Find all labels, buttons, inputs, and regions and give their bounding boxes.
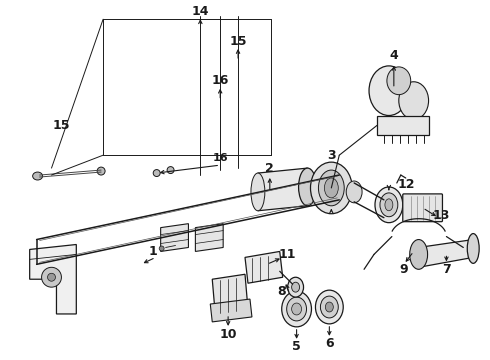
Ellipse shape bbox=[467, 234, 479, 264]
Ellipse shape bbox=[325, 302, 333, 312]
Ellipse shape bbox=[320, 296, 338, 318]
Text: 6: 6 bbox=[325, 337, 334, 350]
Circle shape bbox=[48, 273, 55, 281]
Text: 15: 15 bbox=[53, 119, 70, 132]
Text: 16: 16 bbox=[212, 153, 228, 163]
Ellipse shape bbox=[33, 172, 43, 180]
Ellipse shape bbox=[369, 66, 409, 116]
Text: 11: 11 bbox=[279, 248, 296, 261]
Ellipse shape bbox=[387, 67, 411, 95]
Ellipse shape bbox=[288, 277, 303, 297]
Ellipse shape bbox=[153, 170, 160, 176]
Polygon shape bbox=[245, 251, 283, 283]
Text: 3: 3 bbox=[327, 149, 336, 162]
Text: 8: 8 bbox=[277, 285, 286, 298]
Ellipse shape bbox=[316, 290, 343, 324]
Circle shape bbox=[159, 246, 164, 251]
Polygon shape bbox=[30, 244, 76, 314]
Ellipse shape bbox=[346, 181, 362, 203]
Ellipse shape bbox=[311, 162, 352, 214]
FancyBboxPatch shape bbox=[403, 194, 442, 222]
Ellipse shape bbox=[167, 167, 174, 174]
Text: 4: 4 bbox=[390, 49, 398, 63]
Ellipse shape bbox=[380, 193, 398, 217]
Ellipse shape bbox=[375, 187, 403, 223]
Polygon shape bbox=[196, 224, 223, 251]
Text: 13: 13 bbox=[433, 209, 450, 222]
Ellipse shape bbox=[385, 199, 393, 211]
Polygon shape bbox=[377, 116, 429, 135]
Ellipse shape bbox=[287, 297, 307, 321]
Text: 10: 10 bbox=[220, 328, 237, 341]
Text: 9: 9 bbox=[399, 263, 408, 276]
Ellipse shape bbox=[410, 239, 428, 269]
Polygon shape bbox=[258, 168, 308, 211]
Text: 7: 7 bbox=[442, 263, 451, 276]
Polygon shape bbox=[161, 224, 189, 251]
Ellipse shape bbox=[251, 173, 265, 211]
Ellipse shape bbox=[292, 282, 299, 292]
Text: 2: 2 bbox=[266, 162, 274, 175]
Circle shape bbox=[42, 267, 61, 287]
Ellipse shape bbox=[324, 178, 338, 198]
Polygon shape bbox=[418, 239, 473, 267]
Ellipse shape bbox=[318, 170, 344, 206]
Text: 16: 16 bbox=[212, 74, 229, 87]
Polygon shape bbox=[210, 299, 252, 322]
Ellipse shape bbox=[282, 291, 312, 327]
Ellipse shape bbox=[399, 82, 429, 120]
Ellipse shape bbox=[292, 303, 301, 315]
Ellipse shape bbox=[298, 168, 317, 206]
Polygon shape bbox=[212, 274, 248, 314]
Ellipse shape bbox=[97, 167, 105, 175]
Text: 1: 1 bbox=[148, 245, 157, 258]
Text: 12: 12 bbox=[398, 179, 416, 192]
Text: 5: 5 bbox=[292, 340, 301, 353]
Text: 15: 15 bbox=[229, 35, 247, 48]
Text: 14: 14 bbox=[192, 5, 209, 18]
